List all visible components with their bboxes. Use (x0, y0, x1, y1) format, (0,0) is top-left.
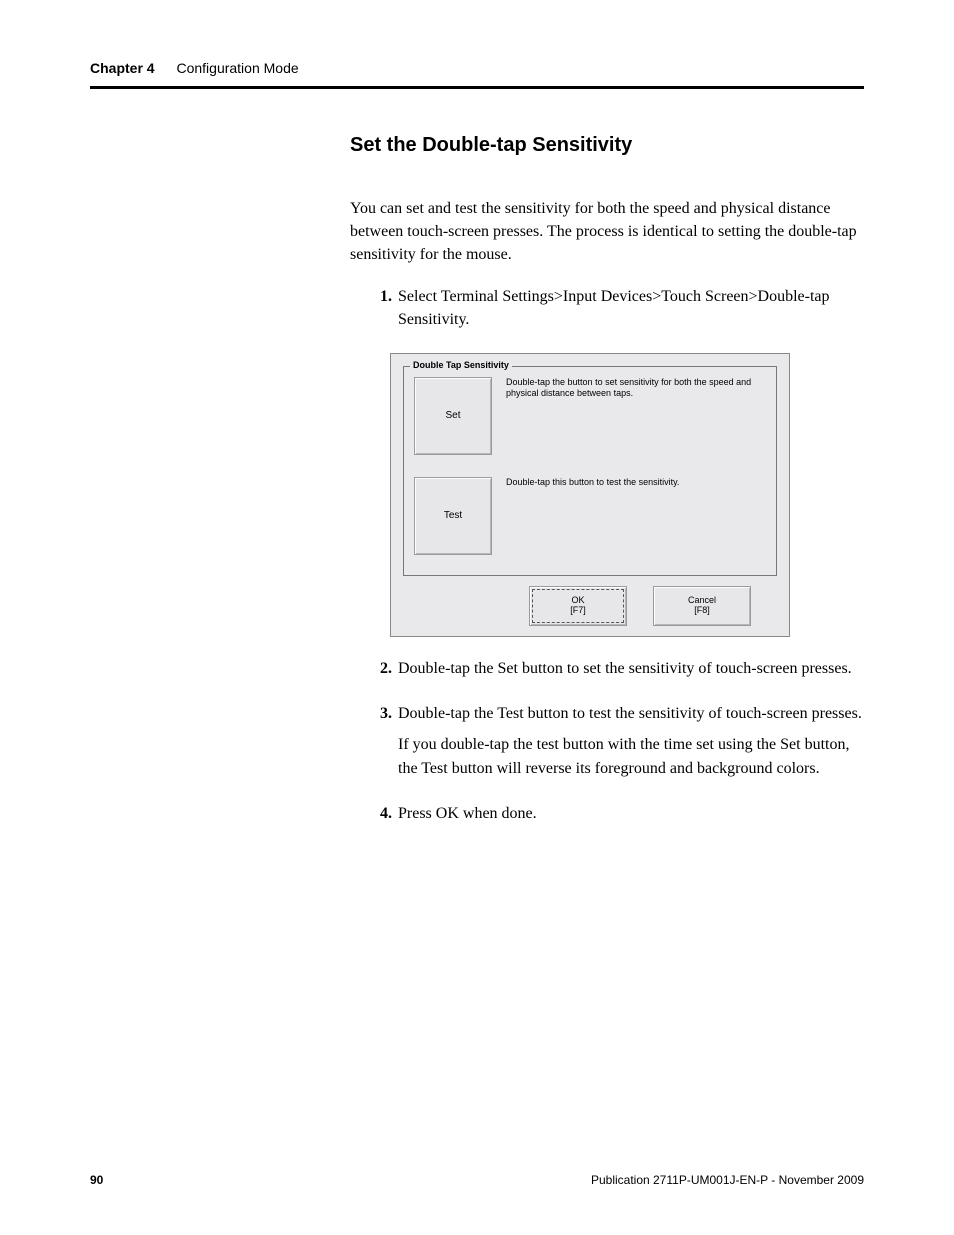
page-number: 90 (90, 1173, 103, 1187)
step-text: Press OK when done. (398, 802, 864, 825)
intro-paragraph: You can set and test the sensitivity for… (350, 197, 864, 267)
step-2: 2. Double-tap the Set button to set the … (370, 657, 864, 688)
step-body: Select Terminal Settings>Input Devices>T… (398, 285, 864, 339)
step-body: Double-tap the Test button to test the s… (398, 702, 864, 788)
set-button-label: Set (445, 410, 460, 421)
test-description: Double-tap this button to test the sensi… (506, 477, 766, 488)
group-box-title: Double Tap Sensitivity (410, 360, 512, 370)
step-3: 3. Double-tap the Test button to test th… (370, 702, 864, 788)
steps-list: 1. Select Terminal Settings>Input Device… (370, 285, 864, 339)
set-row: Set Double-tap the button to set sensiti… (414, 377, 766, 455)
header-rule (90, 86, 864, 89)
publication-info: Publication 2711P-UM001J-EN-P - November… (591, 1173, 864, 1187)
step-4: 4. Press OK when done. (370, 802, 864, 833)
page-header: Chapter 4 Configuration Mode (90, 60, 864, 76)
page: Chapter 4 Configuration Mode Set the Dou… (0, 0, 954, 1235)
ok-key: [F7] (570, 606, 586, 616)
dialog-button-row: OK [F7] Cancel [F8] (403, 586, 777, 626)
step-extra: If you double-tap the test button with t… (398, 733, 864, 779)
group-box: Double Tap Sensitivity Set Double-tap th… (403, 366, 777, 576)
cancel-key: [F8] (694, 606, 710, 616)
test-button-label: Test (444, 510, 462, 521)
step-1: 1. Select Terminal Settings>Input Device… (370, 285, 864, 339)
cancel-button[interactable]: Cancel [F8] (653, 586, 751, 626)
chapter-label: Chapter 4 (90, 60, 155, 76)
step-body: Press OK when done. (398, 802, 864, 833)
set-button[interactable]: Set (414, 377, 492, 455)
step-number: 3. (370, 702, 392, 788)
test-row: Test Double-tap this button to test the … (414, 477, 766, 555)
step-number: 4. (370, 802, 392, 833)
step-number: 1. (370, 285, 392, 339)
step-body: Double-tap the Set button to set the sen… (398, 657, 864, 688)
step-text: Select Terminal Settings>Input Devices>T… (398, 285, 864, 331)
step-text: Double-tap the Set button to set the sen… (398, 657, 864, 680)
set-description: Double-tap the button to set sensitivity… (506, 377, 766, 399)
ok-button[interactable]: OK [F7] (529, 586, 627, 626)
test-button[interactable]: Test (414, 477, 492, 555)
page-footer: 90 Publication 2711P-UM001J-EN-P - Novem… (90, 1173, 864, 1187)
page-title: Set the Double-tap Sensitivity (350, 134, 864, 157)
section-label: Configuration Mode (176, 60, 298, 76)
dialog-screenshot-wrap: Double Tap Sensitivity Set Double-tap th… (390, 353, 864, 637)
step-number: 2. (370, 657, 392, 688)
step-text: Double-tap the Test button to test the s… (398, 702, 864, 725)
steps-list-continued: 2. Double-tap the Set button to set the … (370, 657, 864, 833)
double-tap-dialog: Double Tap Sensitivity Set Double-tap th… (390, 353, 790, 637)
